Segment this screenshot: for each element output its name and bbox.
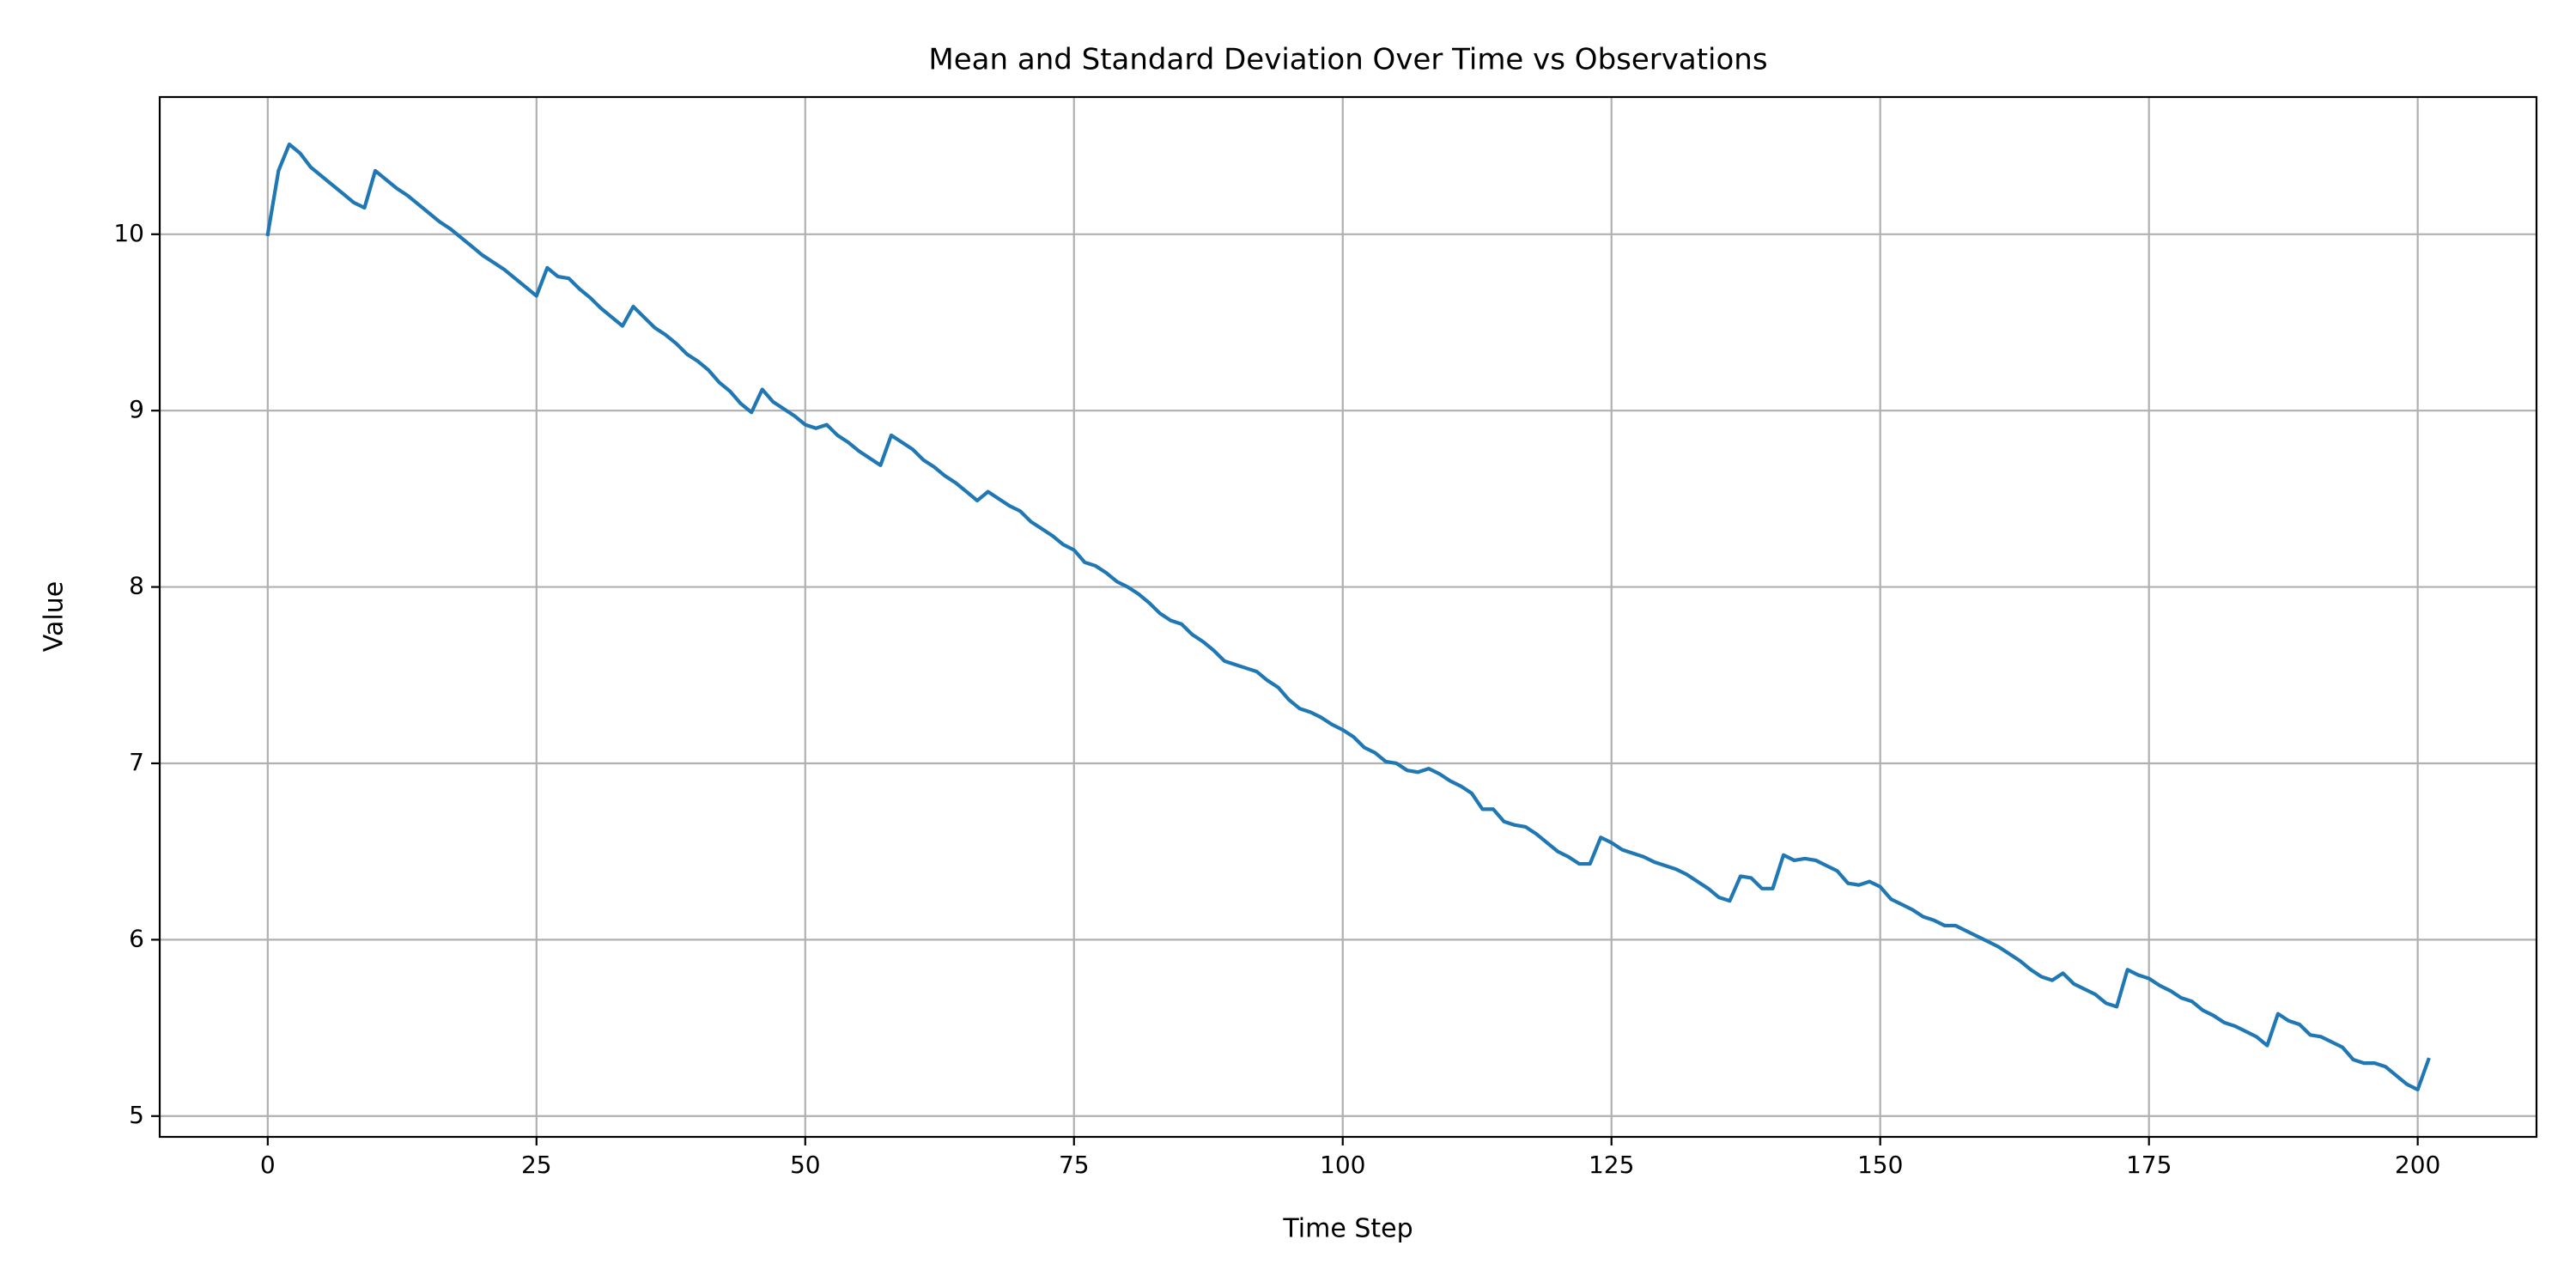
data-line [265, 142, 2431, 1092]
x-tick-label: 150 [1857, 1151, 1903, 1179]
x-tick-label: 200 [2395, 1151, 2440, 1179]
y-axis-label: Value [39, 581, 70, 652]
y-tick-label: 10 [113, 219, 144, 247]
y-tick-label: 5 [129, 1101, 144, 1129]
y-tick-label: 9 [129, 395, 144, 423]
x-tick-label: 175 [2126, 1151, 2172, 1179]
x-tick-label: 75 [1059, 1151, 1090, 1179]
x-axis-label: Time Step [1282, 1214, 1413, 1244]
x-tick-label: 50 [790, 1151, 821, 1179]
plot-frame [158, 95, 2538, 1139]
y-tick-label: 6 [129, 924, 144, 952]
y-tick-label: 7 [129, 748, 144, 776]
x-tick-label: 100 [1320, 1151, 1365, 1179]
x-tick-label: 125 [1589, 1151, 1634, 1179]
x-tick-label: 0 [260, 1151, 276, 1179]
chart-title: Mean and Standard Deviation Over Time vs… [928, 43, 1767, 77]
y-tick-label: 8 [129, 572, 144, 600]
x-tick-label: 25 [521, 1151, 552, 1179]
